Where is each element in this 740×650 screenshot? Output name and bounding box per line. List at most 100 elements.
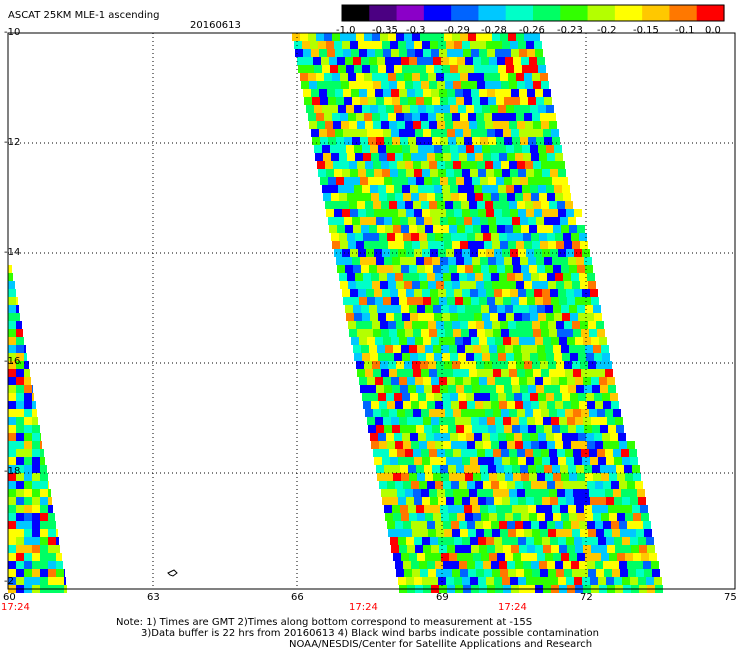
- swath-cell: [347, 273, 355, 281]
- swath-cell: [577, 513, 585, 521]
- swath-cell: [415, 545, 423, 553]
- swath-cell: [369, 57, 377, 65]
- swath-cell: [536, 137, 544, 145]
- swath-cell: [340, 113, 348, 121]
- swath-cell: [553, 473, 561, 481]
- swath-cell: [485, 81, 493, 89]
- swath-cell: [555, 521, 563, 529]
- swath-cell: [501, 329, 509, 337]
- swath-cell: [574, 209, 582, 217]
- swath-cell: [480, 137, 488, 145]
- swath-cell: [325, 121, 333, 129]
- swath-cell: [444, 113, 452, 121]
- swath-cell: [622, 457, 630, 465]
- swath-cell: [526, 209, 534, 217]
- swath-cell: [48, 537, 56, 545]
- swath-cell: [504, 505, 512, 513]
- swath-cell: [437, 329, 445, 337]
- swath-cell: [292, 33, 300, 41]
- swath-cell: [382, 497, 390, 505]
- swath-cell: [64, 569, 65, 577]
- swath-cell: [446, 577, 454, 585]
- swath-cell: [24, 481, 32, 489]
- swath-cell: [440, 177, 448, 185]
- swath-cell: [384, 385, 392, 393]
- swath-cell: [391, 417, 399, 425]
- swath-cell: [398, 169, 406, 177]
- swath-cell: [576, 425, 584, 433]
- swath-cell: [399, 297, 407, 305]
- swath-cell: [469, 449, 477, 457]
- swath-cell: [364, 281, 372, 289]
- swath-cell: [468, 113, 476, 121]
- swath-cell: [16, 305, 19, 313]
- swath-cell: [16, 409, 24, 417]
- swath-cell: [8, 353, 16, 361]
- swath-cell: [388, 113, 396, 121]
- swath-cell: [495, 89, 503, 97]
- swath-cell: [390, 169, 398, 177]
- swath-cell: [592, 505, 600, 513]
- swath-cell: [628, 529, 636, 537]
- swath-cell: [526, 577, 534, 585]
- swath-cell: [348, 241, 356, 249]
- swath-cell: [294, 41, 302, 49]
- swath-cell: [330, 65, 338, 73]
- swath-cell: [654, 577, 662, 585]
- swath-cell: [386, 433, 394, 441]
- swath-cell: [450, 185, 458, 193]
- swath-cell: [548, 113, 556, 121]
- swath-cell: [411, 233, 419, 241]
- swath-cell: [565, 329, 573, 337]
- swath-cell: [547, 441, 555, 449]
- swath-cell: [455, 297, 463, 305]
- swath-cell: [478, 457, 486, 465]
- swath-cell: [554, 145, 562, 153]
- swath-cell: [558, 577, 566, 585]
- swath-cell: [524, 73, 532, 81]
- swath-cell: [470, 289, 478, 297]
- swath-cell: [415, 337, 423, 345]
- swath-cell: [542, 457, 550, 465]
- swath-cell: [398, 497, 406, 505]
- swath-cell: [398, 209, 406, 217]
- swath-cell: [549, 201, 557, 209]
- swath-cell: [407, 129, 415, 137]
- swath-cell: [498, 393, 506, 401]
- swath-cell: [16, 361, 24, 369]
- swath-cell: [8, 297, 16, 305]
- swath-cell: [481, 345, 489, 353]
- swath-cell: [24, 353, 27, 361]
- swath-cell: [535, 49, 543, 57]
- swath-cell: [406, 169, 414, 177]
- swath-cell: [446, 537, 454, 545]
- swath-cell: [40, 505, 48, 513]
- swath-cell: [429, 489, 437, 497]
- swath-cell: [421, 449, 429, 457]
- swath-cell: [484, 33, 492, 41]
- swath-cell: [419, 561, 427, 569]
- swath-cell: [395, 193, 403, 201]
- swath-cell: [401, 345, 409, 353]
- swath-cell: [356, 241, 364, 249]
- swath-cell: [510, 457, 518, 465]
- swath-cell: [360, 177, 368, 185]
- swath-cell: [32, 465, 40, 473]
- swath-cell: [433, 57, 441, 65]
- swath-cell: [522, 353, 530, 361]
- swath-cell: [334, 209, 342, 217]
- swath-cell: [406, 249, 414, 257]
- swath-cell: [461, 121, 469, 129]
- swath-cell: [612, 569, 620, 577]
- swath-cell: [593, 553, 601, 561]
- swath-cell: [416, 97, 424, 105]
- swath-cell: [624, 505, 632, 513]
- swath-cell: [501, 121, 509, 129]
- swath-cell: [410, 353, 418, 361]
- swath-cell: [487, 545, 495, 553]
- swath-cell: [458, 145, 466, 153]
- swath-cell: [397, 81, 405, 89]
- swath-cell: [361, 265, 369, 273]
- swath-cell: [497, 345, 505, 353]
- swath-cell: [574, 457, 582, 465]
